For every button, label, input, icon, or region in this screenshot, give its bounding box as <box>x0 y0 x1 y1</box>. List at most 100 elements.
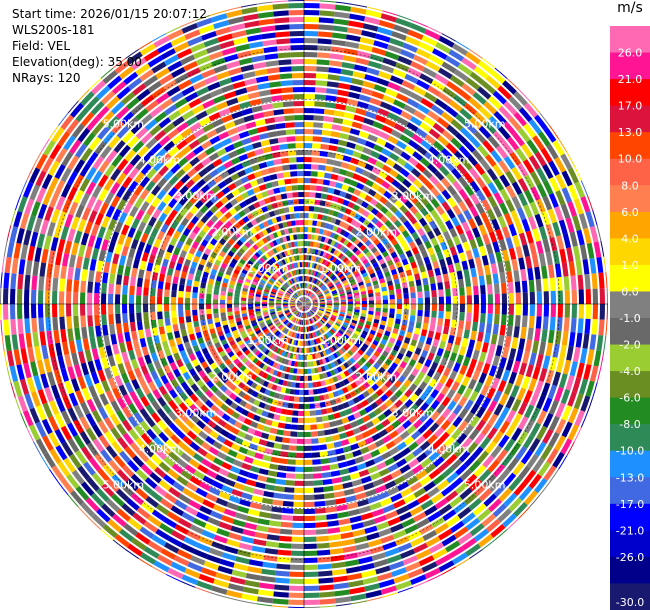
velocity-gate <box>472 503 487 517</box>
velocity-gate <box>375 33 391 43</box>
velocity-gate <box>304 375 309 381</box>
velocity-gate <box>310 284 314 290</box>
velocity-gate <box>181 511 196 523</box>
velocity-gate <box>333 490 345 498</box>
velocity-gate <box>583 227 592 244</box>
velocity-gate <box>424 358 432 368</box>
velocity-gate <box>363 117 375 126</box>
velocity-gate <box>473 130 487 144</box>
velocity-gate <box>345 315 352 320</box>
velocity-gate <box>338 262 344 268</box>
velocity-gate <box>341 62 355 70</box>
velocity-gate <box>316 178 324 185</box>
velocity-gate <box>338 340 344 346</box>
velocity-gate <box>543 465 557 481</box>
velocity-gate <box>466 312 472 322</box>
velocity-gate <box>150 352 159 362</box>
velocity-gate <box>393 24 410 35</box>
velocity-gate <box>478 372 487 384</box>
velocity-gate <box>306 290 310 296</box>
velocity-gate <box>74 267 81 281</box>
velocity-gate <box>329 264 335 270</box>
velocity-gate <box>441 466 454 479</box>
velocity-gate <box>367 60 382 70</box>
velocity-gate <box>252 414 261 422</box>
velocity-gate <box>364 239 372 247</box>
velocity-gate <box>308 213 314 219</box>
velocity-gate <box>356 278 363 284</box>
velocity-gate <box>401 258 409 266</box>
velocity-gate <box>255 301 261 304</box>
velocity-gate <box>314 500 326 507</box>
velocity-gate <box>408 215 418 225</box>
velocity-gate <box>227 295 233 301</box>
velocity-gate <box>67 228 76 242</box>
velocity-gate <box>333 160 343 167</box>
velocity-gate <box>304 297 306 303</box>
velocity-gate <box>437 282 444 290</box>
velocity-gate <box>512 360 521 374</box>
velocity-gate <box>366 336 373 343</box>
velocity-gate <box>247 427 256 435</box>
velocity-gate <box>523 419 535 434</box>
velocity-gate <box>304 333 306 339</box>
velocity-gate <box>313 360 318 367</box>
velocity-gate <box>481 80 497 95</box>
velocity-gate <box>330 288 336 292</box>
velocity-gate <box>333 582 349 590</box>
velocity-gate <box>493 403 504 416</box>
velocity-gate <box>308 291 311 297</box>
velocity-gate <box>344 452 354 460</box>
velocity-gate <box>403 162 415 172</box>
velocity-gate <box>240 424 250 432</box>
velocity-gate <box>424 91 438 103</box>
velocity-gate <box>224 121 236 130</box>
velocity-gate <box>357 160 367 168</box>
velocity-gate <box>339 410 347 418</box>
velocity-gate <box>213 312 220 319</box>
velocity-gate <box>452 254 460 264</box>
velocity-gate <box>561 187 572 203</box>
velocity-gate <box>356 137 367 146</box>
velocity-gate <box>356 324 363 330</box>
velocity-gate <box>420 249 429 259</box>
velocity-gate <box>265 441 275 448</box>
velocity-gate <box>400 276 407 284</box>
velocity-gate <box>127 227 136 239</box>
velocity-gate <box>596 225 602 241</box>
velocity-gate <box>488 498 502 513</box>
velocity-gate <box>525 255 533 269</box>
velocity-gate <box>520 143 533 159</box>
velocity-gate <box>571 304 577 319</box>
velocity-gate <box>436 117 450 129</box>
velocity-gate <box>552 250 560 265</box>
velocity-gate <box>491 377 501 390</box>
velocity-gate <box>305 304 311 307</box>
velocity-gate <box>368 188 377 197</box>
velocity-gate <box>163 296 170 304</box>
velocity-gate <box>326 442 335 450</box>
velocity-gate <box>324 277 329 283</box>
velocity-gate <box>384 480 397 490</box>
velocity-gate <box>396 157 407 167</box>
velocity-gate <box>283 351 289 358</box>
velocity-gate <box>445 540 461 553</box>
velocity-gate <box>238 390 246 398</box>
velocity-gate <box>439 374 448 385</box>
velocity-gate <box>369 272 376 279</box>
velocity-gate <box>384 255 392 262</box>
velocity-gate <box>450 119 464 131</box>
velocity-gate <box>362 343 369 350</box>
velocity-gate <box>117 363 126 375</box>
velocity-gate <box>505 395 516 409</box>
velocity-gate <box>382 334 389 342</box>
velocity-gate <box>394 389 403 399</box>
velocity-gate <box>463 329 470 339</box>
velocity-gate <box>310 293 314 298</box>
velocity-gate <box>297 417 304 424</box>
velocity-gate <box>373 84 387 94</box>
velocity-gate <box>327 187 335 194</box>
velocity-gate <box>415 549 432 560</box>
velocity-gate <box>317 257 322 263</box>
velocity-gate <box>319 329 324 335</box>
